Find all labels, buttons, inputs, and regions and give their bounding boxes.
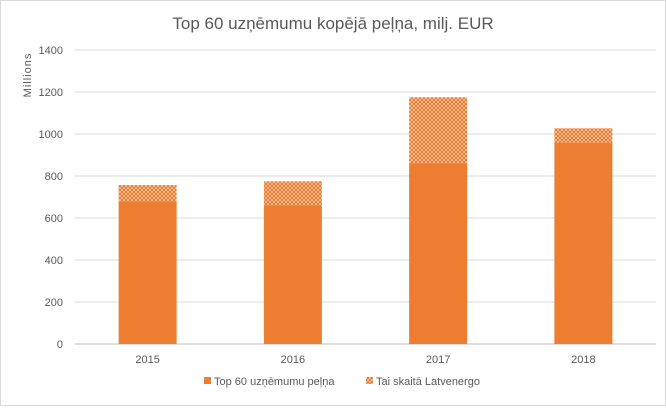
legend: Top 60 uzņēmumu peļņa Tai skaitā Latvener… (204, 376, 480, 388)
y-tick-label: 600 (45, 213, 63, 225)
bar-2015-series-2 (118, 185, 177, 202)
bar-2016-series-1 (263, 205, 322, 344)
x-tick-label: 2016 (281, 354, 305, 366)
legend-label: Top 60 uzņēmumu peļņa (214, 376, 335, 388)
y-tick-label: 800 (45, 171, 63, 183)
bar-2018-series-1 (554, 142, 613, 344)
bar-2017-series-2 (409, 97, 468, 164)
y-tick-label: 200 (45, 297, 63, 309)
legend-swatch (366, 377, 373, 384)
bar-2018-series-2 (554, 128, 613, 143)
y-tick-label: 400 (45, 255, 63, 267)
x-tick-label: 2015 (135, 354, 159, 366)
bar-2017-series-1 (409, 163, 468, 344)
y-tick-label: 0 (57, 339, 63, 351)
bar-2016-series-2 (263, 181, 322, 206)
x-tick-label: 2017 (426, 354, 450, 366)
x-axis-ticks: 2015 2016 2017 2018 (135, 354, 595, 366)
y-tick-label: 1400 (39, 45, 63, 57)
y-tick-label: 1000 (39, 129, 63, 141)
bars (118, 97, 613, 344)
y-axis-ticks: 0 200 400 600 800 1000 1200 1400 (39, 45, 63, 351)
legend-swatch (204, 377, 211, 384)
bar-2015-series-1 (118, 201, 177, 344)
y-tick-label: 1200 (39, 87, 63, 99)
legend-label: Tai skaitā Latvenergo (376, 376, 480, 388)
y-axis-label: Millions (22, 53, 34, 98)
x-tick-label: 2018 (571, 354, 595, 366)
chart-title: Top 60 uzņēmumu kopējā peļņa, milj. EUR (172, 14, 493, 33)
